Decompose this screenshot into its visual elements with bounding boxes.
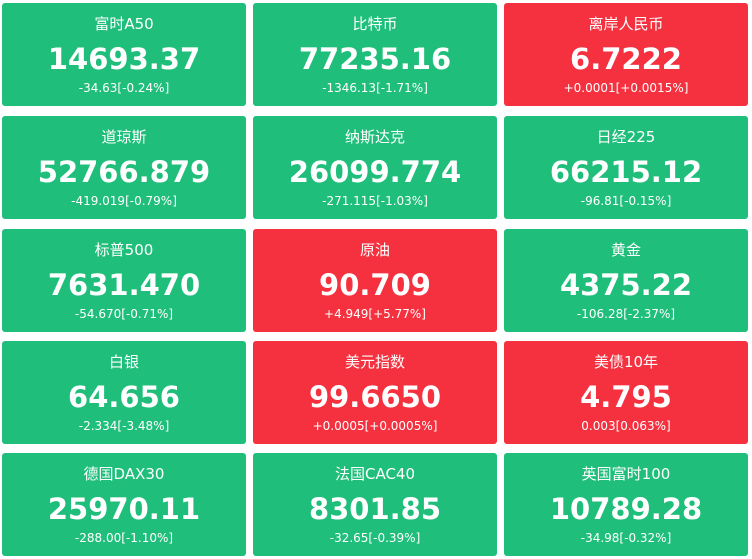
quote-name: 标普500 — [94, 241, 154, 259]
quote-name: 美元指数 — [344, 353, 405, 371]
quote-name: 比特币 — [352, 15, 398, 33]
quote-tile[interactable]: 日经225 66215.12 -96.81[-0.15%] — [504, 116, 748, 219]
quote-name: 黄金 — [610, 241, 641, 259]
quote-name: 原油 — [359, 241, 390, 259]
quote-tile[interactable]: 德国DAX30 25970.11 -288.00[-1.10%] — [2, 453, 246, 556]
quote-change: -54.670[-0.71%] — [74, 307, 174, 321]
quote-change: -419.019[-0.79%] — [71, 194, 177, 208]
quote-name: 法国CAC40 — [334, 465, 416, 483]
quote-tile[interactable]: 比特币 77235.16 -1346.13[-1.71%] — [253, 3, 497, 106]
quote-change: -32.65[-0.39%] — [329, 531, 421, 545]
quote-name: 富时A50 — [94, 15, 154, 33]
quote-change: -34.98[-0.32%] — [580, 531, 672, 545]
quote-tile[interactable]: 标普500 7631.470 -54.670[-0.71%] — [2, 229, 246, 332]
quote-tile[interactable]: 美债10年 4.795 0.003[0.063%] — [504, 341, 748, 444]
quote-tile[interactable]: 白银 64.656 -2.334[-3.48%] — [2, 341, 246, 444]
quote-tile[interactable]: 法国CAC40 8301.85 -32.65[-0.39%] — [253, 453, 497, 556]
quote-value: 77235.16 — [298, 42, 452, 76]
quote-value: 6.7222 — [570, 42, 682, 76]
quote-value: 8301.85 — [308, 492, 442, 526]
quote-value: 7631.470 — [47, 268, 201, 302]
quote-name: 日经225 — [596, 128, 656, 146]
quote-change: -1346.13[-1.71%] — [322, 81, 428, 95]
quote-change: -34.63[-0.24%] — [78, 81, 170, 95]
quote-name: 离岸人民币 — [588, 15, 664, 33]
quote-value: 64.656 — [68, 380, 180, 414]
quote-tile[interactable]: 离岸人民币 6.7222 +0.0001[+0.0015%] — [504, 3, 748, 106]
quote-tile[interactable]: 纳斯达克 26099.774 -271.115[-1.03%] — [253, 116, 497, 219]
quote-name: 英国富时100 — [581, 465, 671, 483]
quote-change: +0.0001[+0.0015%] — [563, 81, 689, 95]
quote-name: 德国DAX30 — [83, 465, 165, 483]
quote-change: +4.949[+5.77%] — [324, 307, 426, 321]
quote-tile[interactable]: 英国富时100 10789.28 -34.98[-0.32%] — [504, 453, 748, 556]
quote-value: 52766.879 — [37, 155, 211, 189]
quote-value: 4375.22 — [559, 268, 693, 302]
quote-value: 26099.774 — [288, 155, 462, 189]
quote-change: -288.00[-1.10%] — [74, 531, 174, 545]
quote-name: 白银 — [108, 353, 139, 371]
quote-change: 0.003[0.063%] — [581, 419, 671, 433]
quote-value: 10789.28 — [549, 492, 703, 526]
quote-change: -106.28[-2.37%] — [576, 307, 676, 321]
quote-tile[interactable]: 原油 90.709 +4.949[+5.77%] — [253, 229, 497, 332]
quote-value: 99.6650 — [308, 380, 442, 414]
quote-value: 14693.37 — [47, 42, 201, 76]
quote-name: 道琼斯 — [101, 128, 147, 146]
quote-name: 纳斯达克 — [344, 128, 405, 146]
quote-tile[interactable]: 富时A50 14693.37 -34.63[-0.24%] — [2, 3, 246, 106]
quote-change: -96.81[-0.15%] — [580, 194, 672, 208]
quote-name: 美债10年 — [593, 353, 659, 371]
quote-value: 4.795 — [580, 380, 672, 414]
quote-value: 90.709 — [319, 268, 431, 302]
quote-change: -2.334[-3.48%] — [78, 419, 170, 433]
quote-value: 25970.11 — [47, 492, 201, 526]
quote-tile[interactable]: 美元指数 99.6650 +0.0005[+0.0005%] — [253, 341, 497, 444]
quote-tile[interactable]: 道琼斯 52766.879 -419.019[-0.79%] — [2, 116, 246, 219]
quote-change: -271.115[-1.03%] — [322, 194, 428, 208]
quote-change: +0.0005[+0.0005%] — [312, 419, 438, 433]
quote-value: 66215.12 — [549, 155, 703, 189]
quote-tile[interactable]: 黄金 4375.22 -106.28[-2.37%] — [504, 229, 748, 332]
